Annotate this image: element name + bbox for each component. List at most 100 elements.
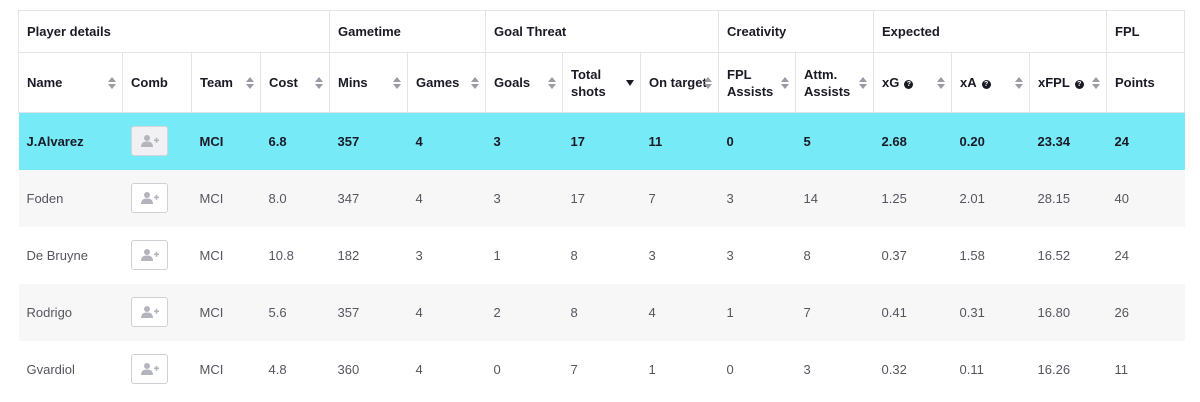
column-header-points: Points [1106,52,1186,113]
table-row[interactable]: J.Alvarez MCI 6.8 357 4 3 17 11 0 5 2.68 0.20 23.34 2… [18,112,1185,170]
cell-name[interactable]: J.Alvarez [18,112,123,170]
column-header-label: Goals [494,75,531,90]
column-header-label: Games [416,75,460,90]
cell-xa: 2.01 [951,169,1030,227]
sort-icon[interactable] [471,76,480,89]
table-row[interactable]: Rodrigo MCI 5.6 357 4 2 8 4 1 7 0.41 0.31 16.80 26 [18,283,1185,341]
cell-mins: 357 [329,283,408,341]
column-header-label: xFPL [1038,75,1070,90]
cell-xa: 0.11 [951,340,1030,398]
column-header-games[interactable]: Games [407,52,487,113]
column-header-goals[interactable]: Goals [485,52,564,113]
sort-icon[interactable] [246,76,254,89]
cell-fpl_assists: 0 [718,340,796,398]
cell-mins: 347 [329,169,408,227]
cell-name[interactable]: Gvardiol [18,340,123,398]
cell-goals: 0 [485,340,563,398]
column-header-comb: Comb [122,52,192,113]
cell-mins: 182 [329,226,408,284]
cell-points: 24 [1106,112,1185,170]
column-header-label: FPL Assists [727,66,774,99]
add-to-comparison-button[interactable] [130,126,168,157]
sort-icon[interactable] [548,76,557,89]
cell-comb [122,169,192,227]
column-header-label: Points [1115,75,1155,90]
question-icon[interactable]: ? [1074,80,1084,89]
column-header-attm_assists[interactable]: Attm. Assists [795,52,875,113]
cell-xfpl: 16.52 [1029,226,1107,284]
sort-icon[interactable] [108,76,116,89]
column-header-cost[interactable]: Cost [260,52,331,113]
cell-xa: 1.58 [951,226,1030,284]
cell-xg: 0.41 [873,283,952,341]
column-header-name[interactable]: Name [18,52,123,113]
cell-xfpl: 16.26 [1029,340,1107,398]
sort-desc-icon[interactable] [626,79,635,86]
sort-icon[interactable] [1015,76,1024,89]
cell-cost: 5.6 [260,283,330,341]
cell-ontarget: 4 [640,283,719,341]
cell-games: 4 [407,283,486,341]
column-header-label: Cost [269,75,298,90]
cell-goals: 1 [485,226,563,284]
cell-points: 26 [1106,283,1185,341]
column-header-label: xG [882,75,900,90]
cell-shots: 17 [562,112,641,170]
cell-attm_assists: 7 [795,283,874,341]
table-row[interactable]: Foden MCI 8.0 347 4 3 17 7 3 14 1.25 2.01 28.15 40 [18,169,1185,227]
cell-name[interactable]: Foden [18,169,123,227]
sort-icon[interactable] [1092,76,1101,89]
cell-goals: 3 [485,169,563,227]
sort-icon[interactable] [937,76,946,89]
sort-icon[interactable] [704,76,713,89]
cell-fpl_assists: 3 [718,169,796,227]
sort-icon[interactable] [781,76,790,89]
column-header-xfpl[interactable]: xFPL? [1029,52,1108,113]
question-icon[interactable]: ? [981,80,991,89]
cell-team: MCI [191,169,261,227]
table-row[interactable]: Gvardiol MCI 4.8 360 4 0 7 1 0 3 0.32 0.11 16.26 11 [18,340,1185,398]
column-header-row: Name Comb Team Cost Mins Games Goals Total shot… [18,52,1186,113]
column-header-ontarget[interactable]: On target [640,52,720,113]
column-header-xg[interactable]: xG? [873,52,953,113]
question-icon[interactable]: ? [904,80,914,89]
cell-fpl_assists: 0 [718,112,796,170]
add-to-comparison-button[interactable] [130,183,168,213]
cell-xg: 2.68 [873,112,952,170]
add-to-comparison-button[interactable] [130,240,168,270]
cell-attm_assists: 14 [795,169,874,227]
add-to-comparison-button[interactable] [130,297,168,327]
cell-xa: 0.20 [951,112,1030,170]
cell-attm_assists: 8 [795,226,874,284]
sort-icon[interactable] [393,76,402,89]
column-header-label: On target [649,75,707,90]
sort-icon[interactable] [859,76,868,89]
column-header-shots[interactable]: Total shots [562,52,642,113]
column-header-team[interactable]: Team [191,52,261,113]
player-stats-table: Player details Gametime Goal Threat Crea… [17,10,1186,398]
cell-shots: 8 [562,283,641,341]
column-header-fpl_assists[interactable]: FPL Assists [718,52,797,113]
cell-team: MCI [191,112,261,170]
cell-goals: 2 [485,283,563,341]
column-header-xa[interactable]: xA? [951,52,1031,113]
column-header-label: Mins [338,75,368,90]
cell-cost: 10.8 [260,226,330,284]
add-user-icon [140,135,159,148]
group-expected: Expected [873,10,1108,53]
group-fpl: FPL [1106,10,1186,53]
cell-comb [122,112,192,170]
cell-name[interactable]: Rodrigo [18,283,123,341]
cell-shots: 8 [562,226,641,284]
add-to-comparison-button[interactable] [130,354,168,384]
cell-fpl_assists: 1 [718,283,796,341]
add-user-icon [140,363,159,375]
cell-points: 11 [1106,340,1185,398]
sort-icon[interactable] [315,76,324,89]
table-row[interactable]: De Bruyne MCI 10.8 182 3 1 8 3 3 8 0.37 1.58 16.52 24 [18,226,1185,284]
column-header-label: Total shots [571,66,606,99]
cell-name[interactable]: De Bruyne [18,226,123,284]
column-header-mins[interactable]: Mins [329,52,409,113]
cell-goals: 3 [485,112,563,170]
cell-ontarget: 1 [640,340,719,398]
